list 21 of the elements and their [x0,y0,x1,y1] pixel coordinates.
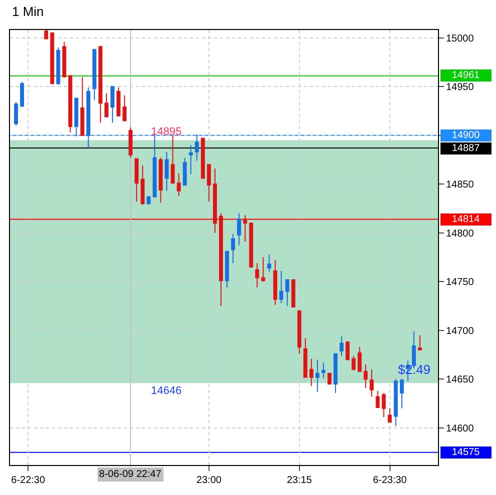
ref-line-label: 14575 [452,447,480,458]
y-tick-label: 14650 [446,374,474,386]
ref-line-label: 14887 [452,143,480,154]
ref-line-label: 14814 [452,214,480,225]
ref-line-label: 14900 [452,130,480,141]
y-tick-label: 14800 [446,228,474,240]
y-tick-label: 14850 [446,180,474,191]
ref-line-label: 14961 [452,70,480,81]
x-tick-label: 6-22:30 [11,475,46,486]
y-tick-label: 14950 [446,82,474,94]
annotation: 14646 [151,385,182,397]
x-tick-label: 6-23:30 [372,475,408,486]
y-tick-label: 15000 [446,33,474,44]
x-tick-label: 23:00 [196,475,222,486]
annotation: 14895 [151,126,182,138]
chart-title: 1 Min [12,4,44,19]
y-tick-label: 14600 [446,423,474,434]
y-tick-label: 14750 [446,277,474,288]
y-tick-label: 14700 [446,326,474,337]
x-tick-label: 23:15 [286,475,312,486]
ref-line-label: 8-06-09 22:47 [99,469,162,480]
